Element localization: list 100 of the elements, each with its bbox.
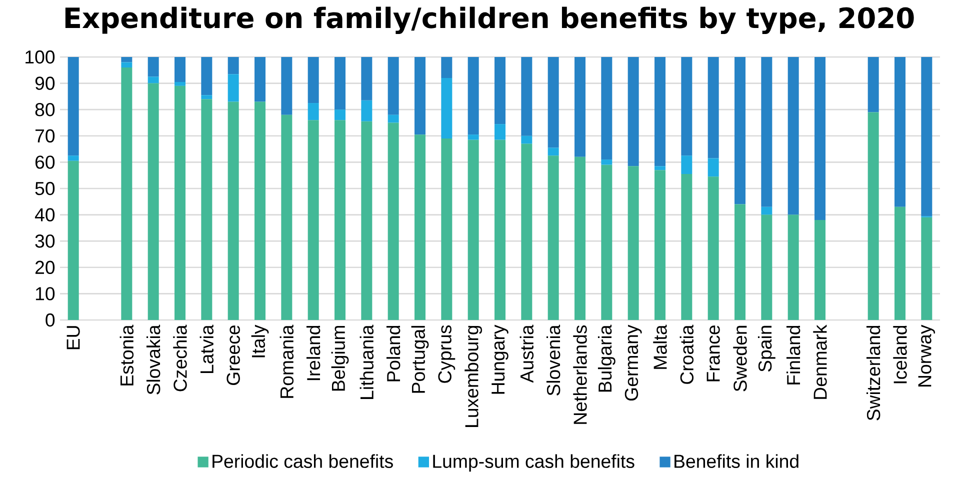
bar (441, 138, 452, 320)
y-tick-label: 100 (26, 50, 55, 64)
bar (601, 57, 612, 160)
y-tick-label: 80 (35, 102, 55, 116)
x-tick-label: Ireland (306, 326, 320, 380)
x-tick-label: Lithuania (360, 324, 374, 399)
bar (68, 160, 79, 320)
bar (468, 57, 479, 135)
bar (201, 99, 212, 320)
bar (441, 78, 452, 139)
bar (201, 95, 212, 100)
bar (788, 214, 799, 320)
legend-label: Periodic cash benefits (212, 454, 393, 468)
x-tick-label: Sweden (733, 326, 747, 392)
bar (708, 57, 719, 158)
bar (308, 120, 319, 320)
x-tick-label: Switzerland (866, 326, 880, 420)
bar (681, 57, 692, 156)
bar (468, 134, 479, 140)
bar (601, 164, 612, 320)
y-tick-label: 10 (36, 287, 55, 300)
bar (174, 82, 186, 86)
bar (68, 156, 79, 161)
x-tick-label: Austria (520, 324, 534, 383)
x-tick-label: Slovenia (546, 324, 560, 396)
bar (708, 158, 719, 177)
bar (921, 217, 932, 320)
bar (121, 68, 132, 320)
bar (148, 76, 159, 84)
bar (414, 134, 426, 320)
bar (734, 57, 746, 204)
bar (521, 144, 532, 320)
x-tick-label: Italy (251, 324, 269, 358)
bar (228, 102, 239, 320)
x-tick-label: Slovakia (146, 324, 160, 394)
x-tick-label: Norway (918, 324, 936, 386)
bar (254, 102, 266, 320)
bar (228, 74, 239, 102)
bar (441, 57, 452, 78)
x-tick-label: Spain (758, 326, 776, 372)
bar (708, 176, 719, 320)
bar (628, 57, 639, 166)
bar (334, 57, 346, 110)
bar (814, 220, 826, 320)
bar (148, 57, 159, 77)
bar (121, 57, 132, 62)
x-tick-label: Croatia (680, 324, 694, 384)
x-tick-label: Cyprus (438, 325, 456, 383)
y-tick-label: 50 (35, 182, 55, 196)
bar (574, 57, 586, 157)
bar (494, 140, 506, 320)
bar (361, 57, 372, 100)
bar (654, 170, 666, 320)
bar (414, 57, 426, 135)
bar (68, 57, 79, 156)
bar (468, 140, 479, 320)
bar (281, 57, 292, 115)
bar (361, 121, 372, 320)
bar (281, 114, 292, 320)
y-tick-label: 60 (35, 156, 55, 169)
bar (334, 110, 346, 120)
bar (148, 83, 159, 320)
bar (788, 57, 799, 215)
y-tick-label: 20 (35, 260, 55, 274)
bar (388, 57, 399, 115)
x-tick-label: Estonia (120, 324, 134, 386)
bar (308, 57, 319, 104)
y-tick-label: 40 (34, 208, 55, 222)
bar (654, 166, 666, 170)
bar (254, 57, 266, 102)
bar (814, 57, 826, 220)
x-tick-label: Greece (226, 326, 240, 385)
bar (761, 214, 772, 320)
x-tick-label: Bulgaria (598, 324, 616, 392)
bar (521, 57, 532, 136)
x-tick-label: Finland (786, 326, 800, 384)
bar (548, 148, 559, 156)
bar (494, 57, 506, 124)
x-tick-label: Poland (386, 326, 400, 382)
bar (174, 57, 186, 82)
bar (548, 57, 559, 148)
bar (894, 57, 906, 207)
legend-label: Lump-sum cash benefits (433, 454, 634, 472)
bar (334, 120, 346, 320)
bar (574, 156, 586, 320)
x-tick-label: Czechia (173, 324, 187, 392)
bar (681, 174, 692, 320)
bar (494, 124, 506, 140)
x-tick-label: Latvia (200, 324, 214, 373)
bar (628, 166, 639, 320)
x-tick-label: Belgium (331, 326, 349, 391)
y-tick-label: 30 (35, 234, 55, 248)
bar (601, 160, 612, 165)
bar (681, 156, 692, 174)
y-tick-label: 70 (36, 129, 55, 143)
bar (388, 122, 399, 320)
x-tick-label: Germany (624, 324, 642, 401)
bar (121, 62, 132, 68)
x-tick-label: France (706, 326, 720, 382)
bar (654, 57, 666, 166)
